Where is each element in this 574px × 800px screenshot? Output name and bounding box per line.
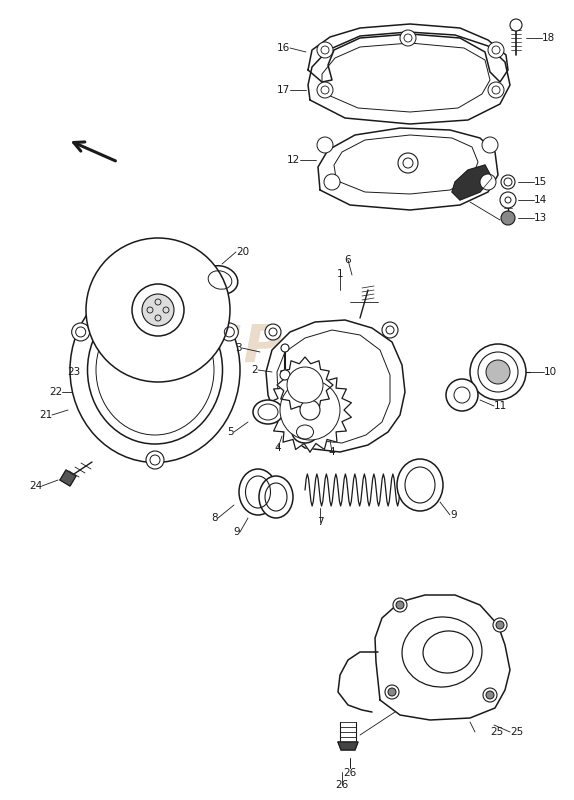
Circle shape [86, 238, 230, 382]
Circle shape [317, 137, 333, 153]
Circle shape [480, 174, 496, 190]
Circle shape [317, 82, 333, 98]
Text: 15: 15 [534, 177, 547, 187]
Ellipse shape [87, 296, 223, 444]
Circle shape [280, 370, 290, 380]
Polygon shape [375, 595, 510, 720]
Circle shape [72, 323, 90, 341]
Text: 6: 6 [345, 255, 351, 265]
Circle shape [486, 360, 510, 384]
Text: 11: 11 [494, 401, 507, 411]
Text: 2: 2 [251, 365, 258, 375]
Text: 19: 19 [137, 307, 150, 317]
Polygon shape [308, 32, 510, 124]
Ellipse shape [239, 469, 277, 515]
Text: 26: 26 [343, 768, 356, 778]
Text: 25: 25 [490, 727, 503, 737]
Circle shape [493, 618, 507, 632]
Circle shape [488, 82, 504, 98]
Circle shape [478, 352, 518, 392]
Circle shape [388, 688, 396, 696]
Circle shape [132, 284, 184, 336]
Circle shape [482, 137, 498, 153]
Polygon shape [277, 357, 333, 413]
Text: 8: 8 [211, 513, 218, 523]
Circle shape [146, 451, 164, 469]
Ellipse shape [202, 266, 238, 294]
Circle shape [265, 404, 281, 420]
Text: 13: 13 [534, 213, 547, 223]
Ellipse shape [292, 421, 318, 443]
Text: 9: 9 [450, 510, 457, 520]
Text: MSP: MSP [154, 322, 282, 374]
Ellipse shape [259, 476, 293, 518]
Text: 3: 3 [235, 343, 242, 353]
Circle shape [382, 322, 398, 338]
Text: 14: 14 [534, 195, 547, 205]
Circle shape [385, 685, 399, 699]
Polygon shape [60, 470, 76, 486]
Circle shape [265, 324, 281, 340]
Ellipse shape [253, 400, 283, 424]
Ellipse shape [397, 459, 443, 511]
Circle shape [398, 153, 418, 173]
Circle shape [281, 344, 289, 352]
Polygon shape [266, 320, 405, 452]
Text: 21: 21 [39, 410, 52, 420]
Circle shape [300, 400, 320, 420]
Circle shape [488, 42, 504, 58]
Circle shape [220, 323, 238, 341]
Circle shape [486, 691, 494, 699]
Circle shape [500, 192, 516, 208]
Circle shape [317, 42, 333, 58]
Circle shape [501, 211, 515, 225]
Text: 5: 5 [227, 427, 234, 437]
Circle shape [142, 294, 174, 326]
Text: 20: 20 [236, 247, 249, 257]
Circle shape [483, 688, 497, 702]
Text: 9: 9 [234, 527, 240, 537]
Text: 4: 4 [329, 447, 335, 457]
Text: 22: 22 [49, 387, 62, 397]
Ellipse shape [70, 278, 240, 462]
Ellipse shape [402, 617, 482, 687]
Polygon shape [452, 165, 492, 200]
Text: 16: 16 [277, 43, 290, 53]
Text: 18: 18 [542, 33, 555, 43]
Text: 25: 25 [510, 727, 523, 737]
Circle shape [496, 621, 504, 629]
Text: 12: 12 [287, 155, 300, 165]
Circle shape [454, 387, 470, 403]
Circle shape [393, 598, 407, 612]
Polygon shape [338, 742, 358, 750]
Text: 10: 10 [544, 367, 557, 377]
Text: 4: 4 [275, 443, 281, 453]
Text: 7: 7 [317, 517, 323, 527]
Text: 23: 23 [67, 367, 80, 377]
Polygon shape [318, 128, 498, 210]
Circle shape [470, 344, 526, 400]
Circle shape [287, 367, 323, 403]
Circle shape [400, 30, 416, 46]
Text: 26: 26 [335, 780, 348, 790]
Circle shape [446, 379, 478, 411]
Text: 1: 1 [337, 269, 343, 279]
Polygon shape [308, 24, 508, 82]
Circle shape [324, 174, 340, 190]
Circle shape [280, 380, 340, 440]
Text: 17: 17 [277, 85, 290, 95]
Circle shape [501, 175, 515, 189]
Circle shape [510, 19, 522, 31]
Circle shape [396, 601, 404, 609]
Polygon shape [269, 368, 351, 452]
Text: 24: 24 [29, 481, 42, 491]
